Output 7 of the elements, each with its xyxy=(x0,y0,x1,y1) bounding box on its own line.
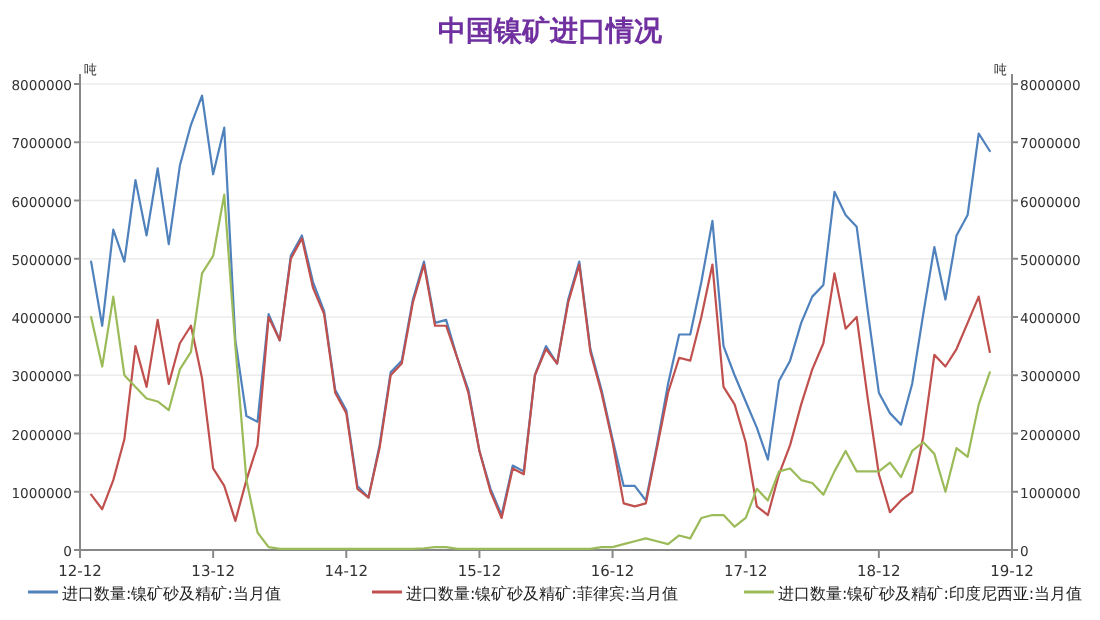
legend-label: 进口数量:镍矿砂及精矿:菲律宾:当月值 xyxy=(406,585,679,603)
legend-label: 进口数量:镍矿砂及精矿:印度尼西亚:当月值 xyxy=(778,585,1083,603)
legend-label: 进口数量:镍矿砂及精矿:当月值 xyxy=(62,585,281,603)
line-series xyxy=(90,94,991,517)
line-series xyxy=(90,237,991,522)
line-series xyxy=(90,193,991,550)
chart-title: 中国镍矿进口情况 xyxy=(438,14,664,48)
